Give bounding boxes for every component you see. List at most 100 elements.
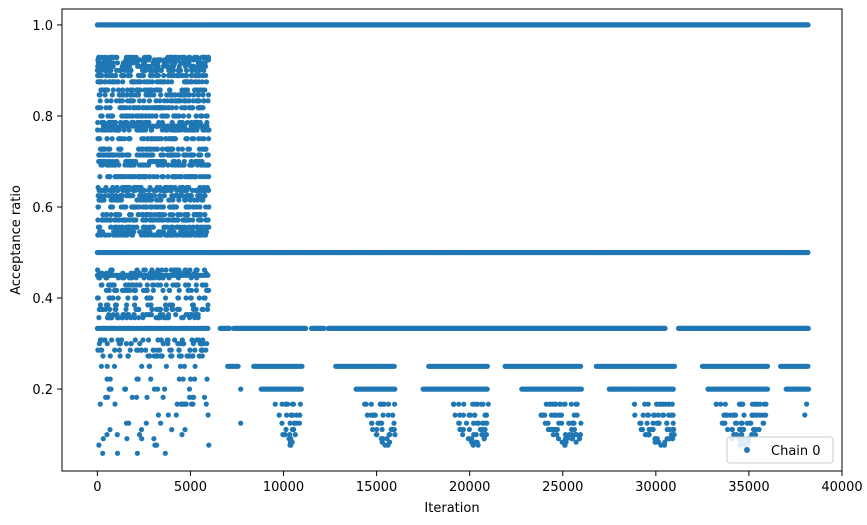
data-point [160, 105, 166, 111]
data-point [147, 353, 153, 359]
data-point [165, 174, 171, 180]
data-point [190, 401, 196, 407]
data-point [196, 98, 202, 104]
data-point [193, 282, 199, 288]
data-point [178, 353, 184, 359]
data-point [119, 72, 125, 79]
data-point [175, 146, 181, 152]
data-point [201, 67, 207, 73]
data-point [151, 187, 157, 193]
data-point [191, 232, 197, 238]
data-point [138, 162, 144, 168]
data-point [169, 193, 175, 199]
data-point [201, 224, 208, 230]
data-point [148, 302, 154, 308]
data-point [97, 146, 103, 152]
data-point [109, 79, 115, 85]
data-point [192, 54, 198, 61]
data-point [188, 295, 194, 301]
data-point [108, 212, 114, 218]
data-point [167, 152, 173, 158]
data-point [150, 217, 156, 223]
data-point [112, 347, 118, 353]
data-point [96, 442, 102, 448]
data-point [137, 197, 143, 203]
data-point [193, 204, 200, 210]
data-point [189, 162, 195, 168]
data-point [206, 136, 212, 142]
data-point [150, 282, 157, 288]
data-point [199, 197, 205, 203]
data-point [120, 152, 126, 158]
data-point [99, 306, 105, 312]
data-point [166, 67, 172, 73]
data-point [138, 184, 144, 191]
data-point [166, 287, 173, 293]
data-point [143, 420, 149, 426]
data-point [123, 420, 130, 426]
data-point [95, 204, 101, 210]
data-point [124, 287, 130, 293]
data-point [98, 347, 104, 353]
data-point [201, 98, 207, 104]
data-point [117, 98, 123, 104]
data-point [187, 197, 193, 203]
data-point [103, 394, 109, 400]
data-point [97, 401, 103, 407]
data-point [116, 197, 122, 203]
data-point [115, 315, 121, 321]
data-point [172, 113, 178, 119]
data-point [203, 204, 209, 210]
data-point [125, 353, 131, 359]
data-point [144, 212, 150, 218]
data-point [163, 363, 169, 369]
data-point [112, 401, 118, 407]
data-point [116, 92, 122, 98]
data-point [196, 295, 202, 301]
data-point [174, 224, 180, 230]
data-point [203, 72, 209, 79]
data-point [148, 212, 154, 218]
data-point [131, 105, 138, 111]
data-point [176, 92, 182, 98]
data-point [764, 363, 771, 369]
data-point [166, 72, 172, 79]
data-point [192, 347, 198, 353]
data-point [121, 136, 128, 142]
data-point [150, 287, 156, 293]
data-point [155, 353, 161, 359]
data-point [158, 67, 164, 73]
data-point [112, 174, 118, 180]
data-point [116, 347, 122, 353]
data-point [98, 363, 104, 369]
data-point [200, 174, 206, 180]
data-point [165, 412, 171, 418]
data-point [170, 282, 176, 288]
data-point [199, 54, 205, 61]
data-point [176, 347, 182, 353]
data-point [139, 67, 146, 73]
data-point [186, 184, 192, 191]
data-point [189, 337, 195, 343]
data-point [109, 282, 115, 288]
data-point [194, 337, 200, 343]
data-point [170, 212, 176, 218]
data-point [128, 341, 134, 347]
data-point [113, 127, 119, 133]
data-point [179, 87, 185, 93]
data-point [151, 386, 157, 392]
data-point [181, 363, 187, 369]
data-point [185, 212, 191, 218]
data-point [165, 162, 171, 168]
data-point [140, 217, 146, 223]
data-point [133, 113, 139, 119]
data-point [188, 376, 194, 382]
data-point [155, 412, 161, 418]
data-point [148, 127, 155, 133]
data-point [109, 337, 115, 343]
data-point [183, 217, 189, 223]
data-point [127, 347, 133, 353]
data-point [151, 158, 157, 165]
data-point [107, 67, 113, 73]
data-point [97, 98, 103, 104]
